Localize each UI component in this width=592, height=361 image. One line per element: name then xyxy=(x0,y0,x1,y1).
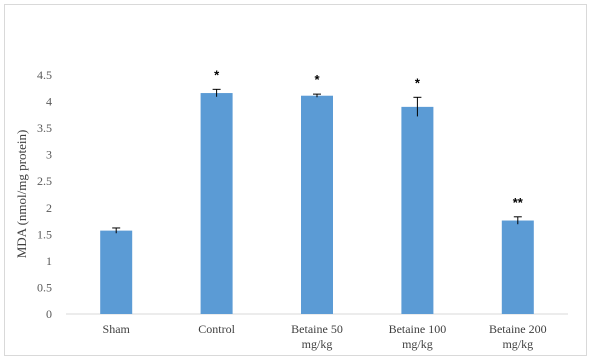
bar xyxy=(501,220,534,314)
significance-marker: * xyxy=(314,72,320,87)
bar xyxy=(301,95,333,314)
y-tick-label: 0 xyxy=(46,307,52,321)
y-axis-label: MDA (nmol/mg protein) xyxy=(14,130,29,259)
category-label: mg/kg xyxy=(302,337,333,351)
significance-marker: ** xyxy=(513,195,524,210)
y-tick-label: 1 xyxy=(46,254,52,268)
category-label: Betaine 100 xyxy=(389,322,447,336)
y-tick-label: 3.5 xyxy=(37,121,52,135)
bar xyxy=(200,93,233,315)
bar xyxy=(401,106,434,314)
y-tick-label: 2 xyxy=(46,201,52,215)
bars: * * *** xyxy=(100,67,534,315)
y-tick-label: 0.5 xyxy=(37,280,52,294)
y-tick-label: 2.5 xyxy=(37,174,52,188)
category-label: Betaine 200 xyxy=(489,322,547,336)
category-label: Betaine 50 xyxy=(291,322,343,336)
category-label: Control xyxy=(198,322,235,336)
y-tick-label: 3 xyxy=(46,148,52,162)
category-label: Sham xyxy=(103,322,131,336)
category-label: mg/kg xyxy=(502,337,533,351)
y-tick-label: 1.5 xyxy=(37,227,52,241)
bar xyxy=(100,230,133,314)
category-label: mg/kg xyxy=(402,337,433,351)
significance-marker: * xyxy=(214,67,220,82)
significance-marker: * xyxy=(415,75,421,90)
y-tick-label: 4.5 xyxy=(37,68,52,82)
y-tick-label: 4 xyxy=(46,95,52,109)
y-ticks: 0 0.5 1 1.5 2 2.5 3 3.5 4 4.5 xyxy=(37,68,52,321)
